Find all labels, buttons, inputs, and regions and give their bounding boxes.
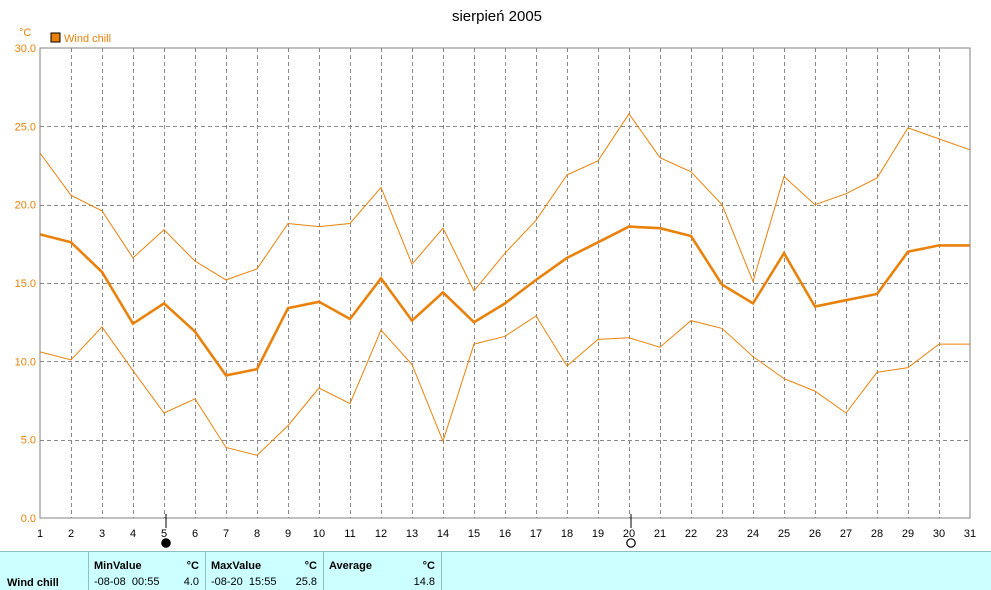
x-tick-label: 12 [375,528,387,540]
min-value-header: MinValue [94,560,142,572]
x-tick-label: 16 [499,528,511,540]
x-tick-label: 26 [809,528,821,540]
stats-series-label: Wind chill [7,577,59,589]
max-value-unit: °C [304,560,317,572]
max-value: 25.8 [295,576,317,588]
x-tick-label: 8 [254,528,260,540]
x-tick-label: 24 [747,528,759,540]
y-tick-label: 5.0 [21,435,36,447]
average-value: 14.8 [413,576,435,588]
min-value-time: -08-08 00:55 [94,576,160,588]
average-unit: °C [422,560,435,572]
average-header: Average [329,560,373,572]
x-tick-label: 13 [406,528,418,540]
x-tick-label: 22 [685,528,697,540]
x-tick-label: 14 [437,528,449,540]
y-tick-label: 20.0 [15,200,36,212]
x-tick-label: 3 [99,528,105,540]
chart: sierpień 2005 °C Wind chill 1 2 3 4 5 6 7 8 9 10 1… [15,8,976,548]
new-moon-icon [161,538,171,548]
x-tick-label: 2 [68,528,74,540]
statistics-bar: Wind chill MinValue °C -08-08 00:55 4.0 … [0,551,991,590]
x-tick-label: 17 [530,528,542,540]
x-tick-label: 4 [130,528,136,540]
x-tick-label: 31 [964,528,976,540]
y-tick-label: 15.0 [15,278,36,290]
y-tick-label: 25.0 [15,121,36,133]
x-tick-label: 18 [561,528,573,540]
full-moon-icon [626,538,636,548]
x-tick-label: 6 [192,528,198,540]
x-tick-label: 27 [840,528,852,540]
series-group [39,112,971,456]
plot-frame [39,47,971,519]
legend-swatch [50,32,61,43]
max-value-time: -08-20 15:55 [211,576,277,588]
stats-series-cell: Wind chill [0,552,89,590]
x-tick-label: 30 [933,528,945,540]
x-tick-label: 28 [871,528,883,540]
y-tick-label: 10.0 [15,356,36,368]
x-tick-label: 7 [223,528,229,540]
x-tick-label: 10 [313,528,325,540]
series-line-upper [39,112,971,292]
y-axis: 0.0 5.0 10.0 15.0 20.0 25.0 30.0 [15,43,36,525]
min-value: 4.0 [183,576,199,588]
x-tick-label: 1 [37,528,43,540]
x-tick-label: 19 [592,528,604,540]
x-tick-label: 5 [161,528,167,540]
x-tick-label: 23 [716,528,728,540]
y-tick-label: 0.0 [21,513,36,525]
x-tick-label: 15 [468,528,480,540]
x-tick-label: 20 [623,528,635,540]
x-tick-label: 21 [654,528,666,540]
x-axis: 1 2 3 4 5 6 7 8 9 10 11 12 13 14 15 16 17 18 19 20 21 22 23 24 2… [37,528,976,540]
chart-title: sierpień 2005 [452,8,542,25]
moon-phase-markers [161,514,636,548]
x-tick-label: 11 [344,528,355,540]
series-line-wind-chill [39,225,970,377]
x-tick-label: 29 [902,528,914,540]
min-value-unit: °C [186,560,199,572]
series-line-lower [39,315,970,456]
stats-max-cell: MaxValue °C -08-20 15:55 25.8 [206,552,324,590]
legend-label: Wind chill [64,33,111,45]
max-value-header: MaxValue [211,560,262,572]
stats-min-cell: MinValue °C -08-08 00:55 4.0 [89,552,206,590]
y-tick-label: 30.0 [15,43,36,55]
stats-avg-cell: Average °C 14.8 [324,552,442,590]
y-axis-unit: °C [19,27,31,39]
x-tick-label: 25 [778,528,790,540]
grid [40,48,970,518]
x-tick-label: 9 [285,528,291,540]
